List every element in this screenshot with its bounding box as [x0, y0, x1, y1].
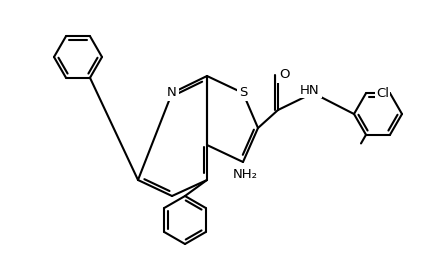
- Text: O: O: [279, 69, 289, 82]
- Text: HN: HN: [300, 84, 320, 97]
- Text: Cl: Cl: [376, 87, 389, 100]
- Text: N: N: [167, 86, 177, 100]
- Text: S: S: [239, 86, 247, 100]
- Text: NH₂: NH₂: [233, 168, 258, 181]
